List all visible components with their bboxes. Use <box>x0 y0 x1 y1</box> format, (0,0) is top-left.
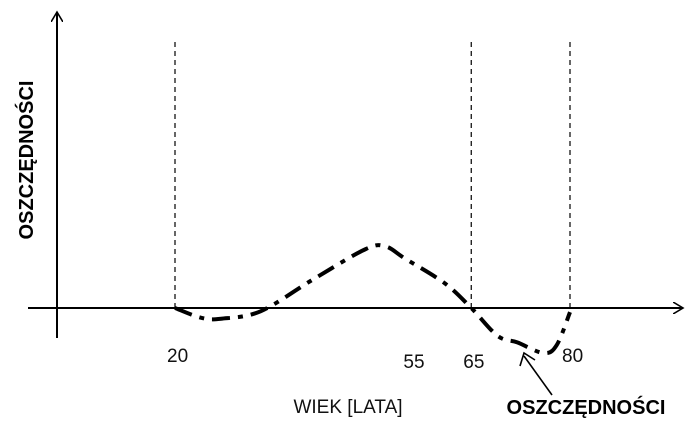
annotation-arrow-shaft <box>523 355 553 396</box>
x-tick-label-20: 20 <box>167 346 188 367</box>
annotation-arrow-head <box>519 351 536 367</box>
x-tick-label-55: 55 <box>403 352 424 373</box>
reference-lines <box>174 42 571 308</box>
x-tick-label-65: 65 <box>463 352 484 373</box>
x-tick-labels: 20 55 65 80 <box>167 346 583 373</box>
x-tick-label-80: 80 <box>562 346 583 367</box>
y-axis-title: OSZCZĘDNOŚCI <box>14 81 38 240</box>
x-axis-title: WIEK [LATA] <box>293 397 402 418</box>
savings-curve <box>174 243 572 356</box>
annotation-label: OSZCZĘDNOŚCI <box>507 395 666 419</box>
